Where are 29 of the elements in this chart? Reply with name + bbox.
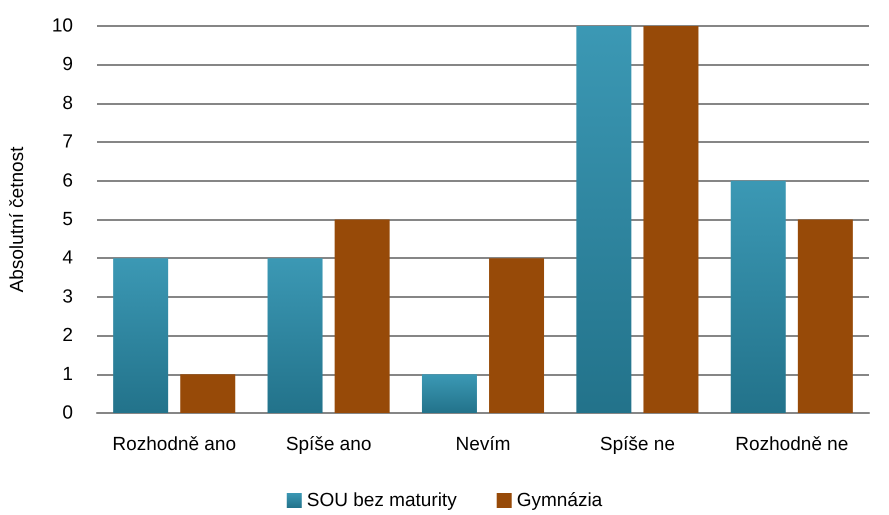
y-tick-label: 3 bbox=[62, 286, 73, 308]
x-tick-label: Spíše ne bbox=[600, 434, 675, 455]
bar bbox=[576, 26, 632, 413]
bar bbox=[180, 374, 236, 413]
bar bbox=[334, 220, 390, 413]
y-axis-title: Absolutní četnost bbox=[7, 146, 28, 292]
y-tick-label: 4 bbox=[62, 248, 74, 269]
x-tick-label: Rozhodně ne bbox=[735, 434, 848, 455]
y-tick-label: 9 bbox=[62, 54, 73, 76]
x-tick-label: Spíše ano bbox=[286, 434, 372, 455]
y-tick-label: 2 bbox=[62, 325, 73, 346]
bar bbox=[730, 180, 786, 413]
bar bbox=[798, 220, 853, 413]
y-tick-label: 5 bbox=[62, 209, 73, 230]
bar bbox=[268, 258, 323, 413]
bar bbox=[643, 26, 698, 413]
y-tick-label: 8 bbox=[62, 92, 73, 114]
y-tick-label: 6 bbox=[62, 170, 73, 192]
x-tick-label: Nevím bbox=[456, 434, 510, 455]
y-tick-label: 10 bbox=[52, 16, 73, 36]
bar bbox=[422, 374, 477, 413]
bar bbox=[489, 258, 544, 413]
y-tick-label: 1 bbox=[62, 364, 73, 385]
legend-label: SOU bez maturity bbox=[306, 490, 458, 511]
bar bbox=[113, 258, 168, 413]
y-tick-label: 0 bbox=[62, 402, 73, 424]
y-tick-label: 7 bbox=[62, 132, 73, 153]
x-tick-label: Rozhodně ano bbox=[112, 434, 236, 455]
legend-label: Gymnázia bbox=[516, 490, 603, 511]
